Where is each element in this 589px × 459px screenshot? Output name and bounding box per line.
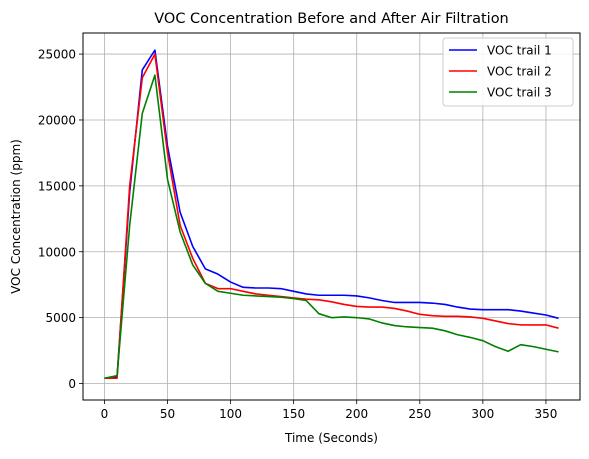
x-tick-label: 100 (219, 407, 242, 421)
legend-label-1: VOC trail 1 (487, 44, 552, 58)
y-tick-label: 0 (68, 377, 76, 391)
legend-label-2: VOC trail 2 (487, 65, 552, 79)
plot-frame (82, 32, 581, 401)
x-tick-label: 50 (160, 407, 175, 421)
legend: VOC trail 1 VOC trail 2 VOC trail 3 (442, 37, 574, 107)
chart-title: VOC Concentration Before and After Air F… (154, 11, 509, 27)
y-tick-label: 15000 (38, 179, 76, 193)
legend-box (442, 37, 574, 107)
x-tick-label: 200 (345, 407, 368, 421)
x-axis-label: Time (Seconds) (284, 431, 378, 445)
x-tick-label: 150 (282, 407, 305, 421)
series-line-3 (104, 74, 559, 380)
series-lines (104, 49, 559, 380)
x-tick-label: 0 (101, 407, 109, 421)
y-tick-label: 25000 (38, 48, 76, 62)
legend-label-3: VOC trail 3 (487, 86, 552, 100)
series-line-2 (104, 53, 559, 380)
y-tick-label: 20000 (38, 113, 76, 127)
y-axis-label: VOC Concentration (ppm) (9, 139, 23, 294)
x-tick-label: 300 (471, 407, 494, 421)
ticks: 0 50 100 150 200 250 300 350 0 5000 10000 15000 2000… (38, 48, 558, 421)
x-tick-label: 350 (534, 407, 557, 421)
y-tick-label: 10000 (38, 245, 76, 259)
series-line-1 (104, 49, 559, 380)
x-tick-label: 250 (408, 407, 431, 421)
y-tick-label: 5000 (45, 311, 76, 325)
